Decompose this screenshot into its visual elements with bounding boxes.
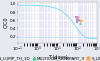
Legend: S_LIN_LUMP_TH_1D, MULTICOM_COMPART_3, S_LIN_IMMO_1D4C: S_LIN_LUMP_TH_1D, MULTICOM_COMPART_3, S_…	[0, 56, 100, 60]
Point	[78, 17, 79, 18]
X-axis label: T (days): T (days)	[48, 55, 67, 60]
Point	[76, 16, 77, 17]
Point	[76, 22, 78, 23]
Point	[79, 20, 80, 21]
Point	[77, 19, 78, 20]
Y-axis label: C/C0: C/C0	[4, 17, 9, 28]
Point	[80, 23, 81, 24]
Point	[80, 21, 82, 22]
